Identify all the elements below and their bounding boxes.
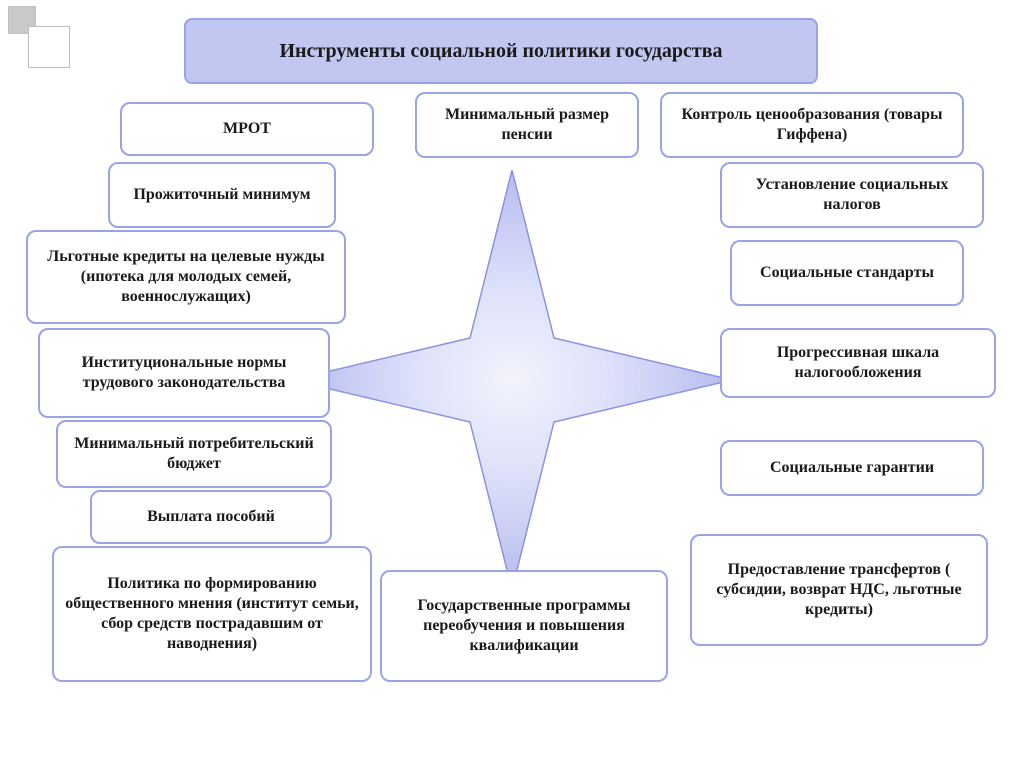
item-min-pension: Минимальный размер пенсии — [415, 92, 639, 158]
item-guarantees: Социальные гарантии — [720, 440, 984, 496]
item-mrot: МРОТ — [120, 102, 374, 156]
item-public-opinion: Политика по формированию общественного м… — [52, 546, 372, 682]
item-retraining: Государственные программы переобучения и… — [380, 570, 668, 682]
item-progressive-tax: Прогрессивная шкала налогообложения — [720, 328, 996, 398]
item-credits: Льготные кредиты на целевые нужды (ипоте… — [26, 230, 346, 324]
diagram-title: Инструменты социальной политики государс… — [184, 18, 818, 84]
diagram-canvas: Инструменты социальной политики государс… — [0, 0, 1024, 767]
item-inst-norms: Институциональные нормы трудового законо… — [38, 328, 330, 418]
item-consumer-budget: Минимальный потребительский бюджет — [56, 420, 332, 488]
item-social-taxes: Установление социальных налогов — [720, 162, 984, 228]
decor-square-2 — [28, 26, 70, 68]
item-subsistence: Прожиточный минимум — [108, 162, 336, 228]
item-benefits: Выплата пособий — [90, 490, 332, 544]
item-social-standards: Социальные стандарты — [730, 240, 964, 306]
item-price-control: Контроль ценообразования (товары Гиффена… — [660, 92, 964, 158]
item-transfers: Предоставление трансфертов ( субсидии, в… — [690, 534, 988, 646]
